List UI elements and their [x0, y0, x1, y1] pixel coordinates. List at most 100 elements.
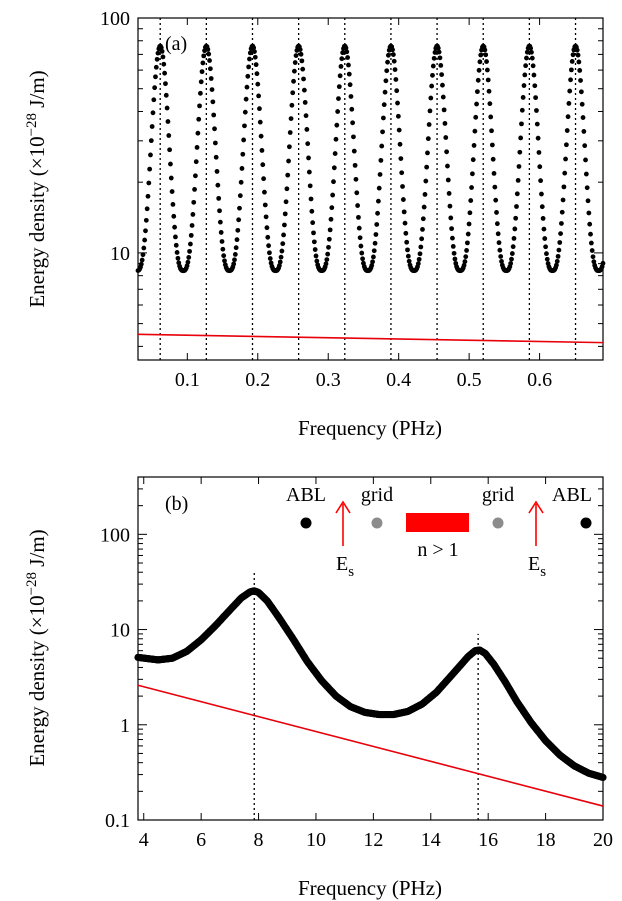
data-point [431, 55, 437, 61]
data-point [496, 240, 502, 246]
data-point [323, 261, 329, 267]
data-point [421, 204, 427, 210]
data-point [247, 56, 252, 62]
data-point [427, 108, 433, 114]
data-point [523, 63, 529, 69]
data-point [298, 51, 304, 57]
data-point [488, 114, 494, 120]
data-point [566, 101, 572, 106]
data-point [313, 253, 319, 259]
data-point [149, 124, 155, 129]
data-point [154, 56, 160, 62]
data-point [490, 156, 496, 162]
data-point [380, 129, 385, 135]
data-point [185, 259, 191, 265]
data-point [346, 71, 352, 77]
data-point [286, 158, 291, 164]
data-point [302, 100, 308, 105]
data-point [554, 262, 559, 268]
grid-left-label: grid [361, 484, 393, 506]
reference-line-a [137, 333, 604, 344]
data-point [247, 50, 253, 56]
data-point [539, 204, 545, 210]
data-point [528, 45, 534, 51]
x-tick-label: 0.4 [386, 369, 411, 391]
x-tick-label: 0.6 [527, 369, 552, 391]
data-point [311, 239, 317, 245]
data-point [142, 237, 148, 243]
data-point [309, 208, 315, 214]
data-point [256, 93, 262, 99]
data-point [544, 251, 549, 257]
data-point [338, 64, 344, 69]
data-point [198, 79, 204, 85]
data-point [265, 234, 271, 240]
data-point [190, 212, 196, 217]
data-point [326, 236, 332, 242]
data-point [397, 141, 403, 147]
data-point [233, 245, 239, 251]
data-point [563, 142, 569, 148]
data-point [301, 87, 307, 93]
data-point [396, 127, 402, 133]
data-point [514, 191, 520, 197]
data-point [556, 247, 562, 253]
abl-right-dot [580, 517, 592, 529]
data-point [557, 240, 563, 245]
x-tick-label: 20 [593, 829, 613, 851]
data-point [578, 89, 584, 95]
y-tick-label: 10 [110, 243, 130, 265]
data-point [484, 59, 489, 64]
data-point [236, 217, 242, 223]
data-point [162, 70, 168, 76]
data-point [474, 89, 480, 95]
data-point [221, 253, 227, 259]
data-point [144, 206, 150, 212]
data-point [380, 115, 386, 121]
data-point [237, 193, 243, 199]
data-point [436, 49, 442, 55]
data-point [267, 250, 272, 256]
data-point [308, 196, 314, 202]
x-tick-label: 18 [536, 829, 556, 851]
data-point [141, 245, 147, 251]
data-point [337, 73, 343, 79]
data-point [588, 231, 593, 237]
data-point [291, 68, 297, 74]
data-point [447, 203, 453, 209]
data-point [487, 101, 493, 107]
data-point [358, 243, 364, 249]
data-point [217, 208, 222, 214]
data-point [579, 101, 585, 107]
data-point [477, 59, 483, 65]
data-point [212, 126, 217, 132]
data-point [197, 103, 202, 109]
data-point [465, 240, 470, 246]
data-point [585, 198, 591, 204]
data-point [422, 192, 428, 197]
data-point [574, 47, 580, 53]
data-point [262, 202, 268, 208]
data-point [232, 252, 238, 257]
data-point [398, 156, 404, 162]
data-point [472, 128, 478, 134]
data-point [147, 166, 153, 172]
data-point [534, 121, 540, 127]
data-point [335, 109, 341, 114]
data-point [293, 53, 299, 58]
data-point [468, 198, 474, 203]
data-point [282, 211, 288, 217]
data-point [200, 60, 206, 66]
data-point [535, 135, 541, 141]
data-point [173, 234, 178, 240]
data-point [336, 84, 342, 90]
data-point [171, 213, 177, 219]
data-point [251, 45, 257, 51]
data-point [197, 90, 203, 96]
data-point [425, 150, 430, 156]
data-point [188, 232, 194, 238]
data-point [466, 221, 472, 227]
data-point [220, 246, 226, 252]
panel-label-b: (b) [165, 493, 188, 515]
data-point [346, 62, 351, 68]
